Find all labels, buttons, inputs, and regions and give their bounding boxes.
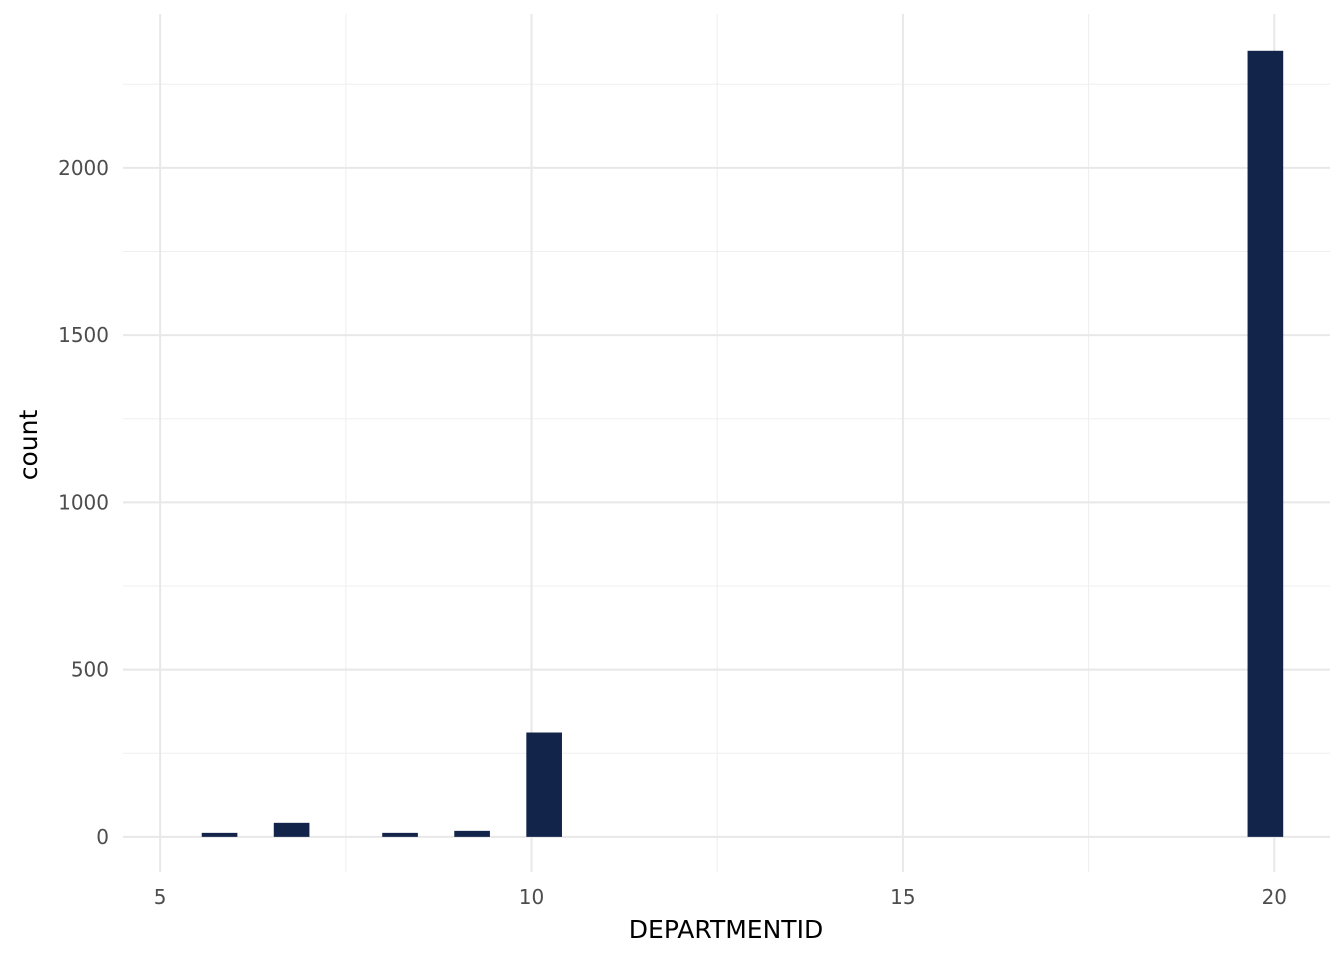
y-tick-label: 0 [96, 825, 109, 849]
histogram-bar [1247, 50, 1284, 837]
x-tick-label: 15 [890, 885, 915, 909]
histogram-bar [454, 830, 490, 837]
histogram-bar [201, 832, 238, 837]
y-axis-tick-labels: 0 500 1000 1500 2000 [58, 156, 109, 849]
x-axis-tick-labels: 5 10 15 20 [154, 885, 1287, 909]
minor-gridlines [123, 14, 1330, 872]
histogram-bar [273, 822, 310, 837]
y-tick-label: 2000 [58, 156, 109, 180]
y-tick-label: 1000 [58, 490, 109, 514]
y-axis-title: count [14, 410, 43, 481]
x-tick-label: 5 [154, 885, 167, 909]
x-tick-label: 10 [519, 885, 544, 909]
bar-series [201, 50, 1284, 837]
y-tick-label: 500 [71, 658, 109, 682]
major-gridlines [123, 14, 1330, 872]
x-axis-title: DEPARTMENTID [629, 915, 823, 944]
histogram-bar [382, 832, 418, 837]
x-tick-label: 20 [1262, 885, 1287, 909]
histogram-bar [526, 732, 562, 837]
y-tick-label: 1500 [58, 323, 109, 347]
